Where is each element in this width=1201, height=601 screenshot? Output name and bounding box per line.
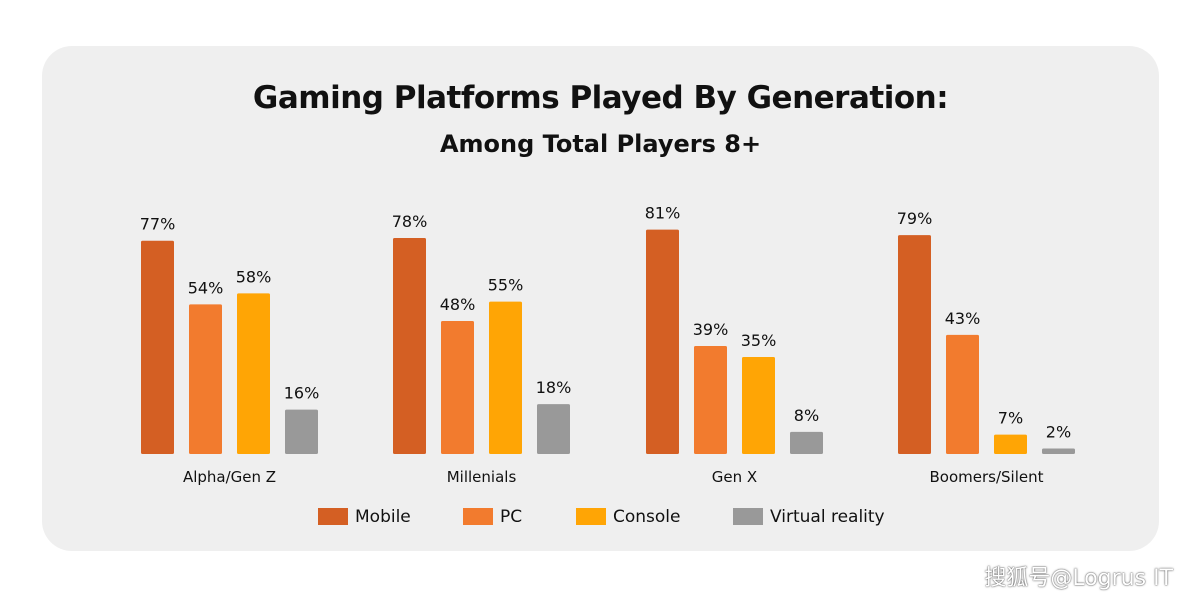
category-label: Gen X: [712, 468, 757, 486]
category-label: Alpha/Gen Z: [183, 468, 276, 486]
bar-console: [742, 357, 775, 454]
bar-virtual-reality: [790, 431, 823, 454]
legend-swatch-mobile: [318, 508, 348, 525]
bar-console: [237, 293, 270, 454]
bar-virtual-reality: [1042, 448, 1075, 454]
bar-console: [994, 434, 1027, 454]
legend-label-console: Console: [613, 507, 681, 527]
data-label-pc: 48%: [440, 295, 476, 314]
chart-subtitle: Among Total Players 8+: [439, 130, 762, 158]
data-label-mobile: 81%: [645, 204, 681, 223]
bar-pc: [441, 321, 474, 454]
watermark: 搜狐号@Logrus IT: [984, 566, 1173, 591]
category-label: Millenials: [447, 468, 517, 486]
legend-label-mobile: Mobile: [355, 507, 411, 527]
data-label-mobile: 77%: [140, 215, 176, 234]
legend-swatch-pc: [463, 508, 493, 525]
data-label-virtual-reality: 18%: [536, 378, 572, 397]
data-label-virtual-reality: 16%: [284, 384, 320, 403]
bar-virtual-reality: [537, 404, 570, 454]
bar-mobile: [393, 237, 426, 454]
data-label-console: 55%: [488, 276, 524, 295]
data-label-pc: 39%: [693, 320, 729, 339]
category-label: Boomers/Silent: [930, 468, 1044, 486]
data-label-virtual-reality: 2%: [1046, 422, 1071, 441]
legend-swatch-console: [576, 508, 606, 525]
bar-pc: [946, 334, 979, 454]
bar-pc: [189, 304, 222, 454]
chart-card: [42, 46, 1159, 551]
data-label-pc: 54%: [188, 278, 224, 297]
data-label-mobile: 79%: [897, 209, 933, 228]
legend-label-pc: PC: [500, 507, 522, 527]
chart-title: Gaming Platforms Played By Generation:: [252, 80, 949, 116]
bar-pc: [694, 345, 727, 454]
bar-console: [489, 301, 522, 454]
data-label-console: 7%: [998, 409, 1023, 428]
bar-mobile: [141, 240, 174, 454]
legend-label-virtual-reality: Virtual reality: [770, 507, 885, 527]
data-label-console: 58%: [236, 267, 272, 286]
legend-swatch-virtual-reality: [733, 508, 763, 525]
data-label-console: 35%: [741, 331, 777, 350]
data-label-mobile: 78%: [392, 212, 428, 231]
data-label-virtual-reality: 8%: [794, 406, 819, 425]
bar-virtual-reality: [285, 409, 318, 454]
bar-mobile: [646, 229, 679, 454]
bar-mobile: [898, 235, 931, 454]
data-label-pc: 43%: [945, 309, 981, 328]
